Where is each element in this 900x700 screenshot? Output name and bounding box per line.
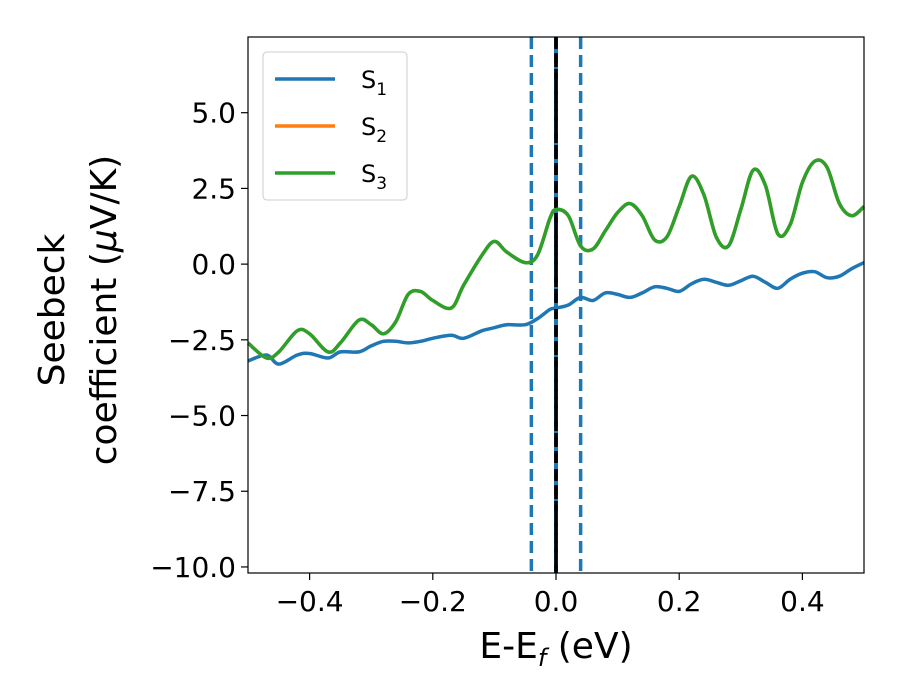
x-tick-label: −0.2 [399,585,467,618]
x-axis-title: E-Ef (eV) [479,626,632,672]
y-axis-title-prefix: coefficient ( [84,252,125,465]
series-line-s1 [247,261,865,366]
x-tick-label: 0.4 [780,585,825,618]
x-axis-ticks: −0.4 −0.2 0.0 0.2 0.4 [276,573,825,618]
x-axis-title-main: E-E [479,626,537,667]
y-tick-label: −10.0 [150,551,236,584]
legend: S1 S2 S3 [262,51,408,201]
legend-label-s3: S3 [361,160,387,194]
legend-label-s2: S2 [361,113,387,147]
y-tick-label: −2.5 [168,324,236,357]
y-tick-label: −7.5 [168,475,236,508]
x-tick-label: 0.2 [657,585,702,618]
series-group [246,37,866,573]
y-tick-label: 5.0 [191,97,236,130]
y-axis-title: Seebeck coefficient (μV/K) [32,155,125,465]
y-tick-label: 0.0 [191,248,236,281]
series-line-s3 [246,158,866,361]
x-axis-title-unit: (eV) [546,626,632,667]
y-axis-title-unit: V/K) [84,155,125,229]
y-axis-title-line1: Seebeck [32,233,73,386]
y-tick-label: 2.5 [191,172,236,205]
legend-label-s1: S1 [361,66,387,100]
x-tick-label: −0.4 [276,585,344,618]
y-axis-title-mu: μ [84,229,125,253]
y-tick-label: −5.0 [168,400,236,433]
y-axis-title-line2: coefficient (μV/K) [84,155,125,465]
y-axis-ticks: −10.0 −7.5 −5.0 −2.5 0.0 2.5 5.0 [150,97,248,584]
x-tick-label: 0.0 [534,585,579,618]
